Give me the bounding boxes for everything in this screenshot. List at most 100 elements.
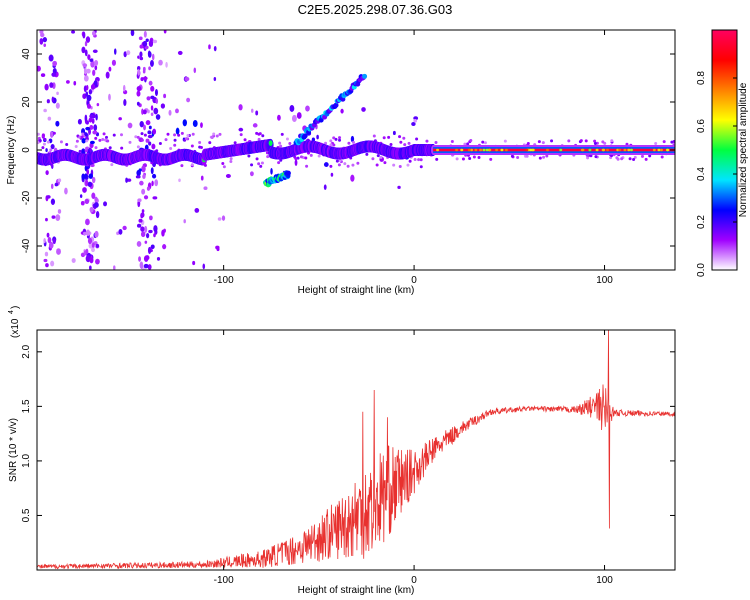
spectrogram-noise-blob [48, 241, 54, 249]
spectrogram-noise-blob [135, 175, 141, 179]
spectrogram-noise-blob [51, 96, 55, 103]
spectrogram-noise-blob [93, 202, 99, 208]
spectrogram-halo-blob [435, 157, 439, 161]
spectrogram-noise-blob [89, 206, 94, 213]
spectrogram-halo-blob [640, 154, 644, 158]
spectrogram-noise-blob [95, 210, 100, 219]
colorbar-tick-label: 0.0 [696, 263, 707, 277]
spectrogram-xtick-label: -100 [214, 275, 234, 286]
spectrogram-carrier-blob [479, 148, 483, 152]
spectrogram-noise-blob [140, 231, 146, 238]
spectrogram-halo-blob [335, 159, 339, 163]
spectrogram-noise-blob [150, 167, 154, 175]
spectrogram-halo-blob [338, 158, 342, 162]
spectrogram-noise-blob [137, 55, 140, 59]
spectrogram-noise-blob [296, 112, 302, 119]
spectrogram-noise-blob [81, 173, 86, 180]
spectrogram-halo-blob [84, 149, 88, 153]
spectrogram-noise-blob [192, 260, 196, 266]
spectrogram-halo-blob [526, 141, 530, 145]
spectrogram-noise-blob [54, 182, 59, 187]
spectrogram-noise-blob [330, 172, 334, 177]
spectrogram-carrier-core [433, 148, 675, 152]
spectrogram-carrier-blob [606, 148, 610, 152]
snr-ytick-label: 2.0 [21, 344, 32, 358]
spectrogram-noise-blob [149, 215, 153, 221]
spectrogram-noise-blob [136, 240, 142, 247]
spectrogram-noise-blob [94, 65, 98, 71]
spectrogram-noise-blob [202, 263, 206, 270]
spectrogram-noise-blob [193, 67, 197, 74]
spectrogram-halo-blob [516, 156, 520, 160]
spectrogram-noise-blob [277, 114, 281, 121]
spectrogram-noise-blob [144, 225, 148, 233]
spectrogram-halo-blob [140, 132, 144, 136]
spectrogram-noise-blob [80, 201, 85, 206]
spectrogram-halo-blob [334, 137, 338, 141]
spectrogram-noise-blob [92, 69, 96, 76]
spectrogram-noise-blob [94, 196, 98, 202]
spectrogram-noise-blob [217, 217, 222, 221]
spectrogram-noise-blob [56, 248, 61, 255]
spectrogram-ytick-label: -40 [21, 238, 32, 253]
spectrogram-noise-blob [305, 105, 310, 112]
spectrogram-noise-blob [87, 181, 93, 188]
spectrogram-halo-blob [365, 152, 369, 156]
spectrogram-noise-blob [147, 264, 152, 270]
spectrogram-noise-blob [86, 68, 91, 74]
spectrogram-ticks: -100 0 100 -40 -20 0 20 40 [21, 30, 675, 286]
spectrogram-noise-blob [56, 91, 59, 96]
spectrogram-halo-blob [525, 154, 529, 158]
spectrogram-noise-blob [85, 91, 89, 97]
spectrogram-halo-blob [477, 156, 481, 160]
spectrogram-halo-blob [329, 139, 333, 143]
spectrogram-noise-blob [45, 148, 48, 153]
spectrogram-noise-blob [45, 170, 49, 176]
spectrogram-ylabel: Frequency (Hz) [6, 116, 17, 185]
spectrogram-noise-blob [88, 173, 94, 179]
spectrogram-halo-blob [158, 141, 162, 145]
spectrogram-halo-blob [654, 141, 658, 145]
spectrogram-noise-blob [94, 230, 99, 238]
spectrogram-noise-blob [43, 238, 46, 244]
spectrogram-halo-blob [94, 146, 98, 150]
spectrogram-noise-blob [82, 31, 86, 39]
spectrogram-noise-blob [215, 245, 220, 250]
spectrogram-noise-blob [51, 72, 57, 77]
spectrogram-noise-blob [255, 110, 259, 116]
spectrogram-branch-blob [333, 102, 339, 108]
spectrogram-carrier-blob [666, 148, 670, 152]
spectrogram-noise-blob [89, 147, 92, 154]
spectrogram-noise-blob [85, 84, 89, 91]
spectrogram-halo-blob [329, 143, 333, 147]
spectrogram-halo-blob [80, 135, 84, 139]
spectrogram-noise-blob [64, 187, 68, 195]
spectrogram-halo-blob [356, 161, 360, 165]
spectrogram-halo-blob [407, 141, 411, 145]
spectrogram-noise-blob [142, 76, 148, 81]
spectrogram-halo-blob [538, 156, 542, 160]
spectrogram-noise-blob [143, 124, 146, 131]
spectrogram-halo-blob [541, 141, 545, 145]
spectrogram-halo-blob [398, 135, 402, 139]
spectrogram-noise-blob [184, 76, 190, 82]
spectrogram-halo-blob [250, 163, 254, 167]
spectrogram-noise-blob [213, 45, 217, 52]
spectrogram-noise-blob [294, 159, 298, 166]
spectrogram-noise-blob [141, 209, 145, 213]
spectrogram-noise-blob [85, 126, 91, 131]
spectrogram-halo-blob [278, 141, 282, 145]
spectrogram-noise-blob [111, 59, 116, 66]
spectrogram-carrier-blob [595, 148, 599, 152]
spectrogram-noise-blob [225, 174, 231, 179]
spectrogram-carrier-blob [657, 148, 661, 152]
spectrogram-noise-blob [90, 84, 96, 90]
spectrogram-noise-blob [165, 61, 168, 68]
spectrogram-noise-blob [150, 85, 155, 92]
spectrogram-carrier-blob [652, 148, 656, 152]
spectrogram-noise-blob [154, 179, 159, 187]
spectrogram-noise-blob [136, 90, 141, 97]
spectrogram-ytick-label: -20 [21, 190, 32, 205]
spectrogram-noise-blob [160, 103, 166, 109]
